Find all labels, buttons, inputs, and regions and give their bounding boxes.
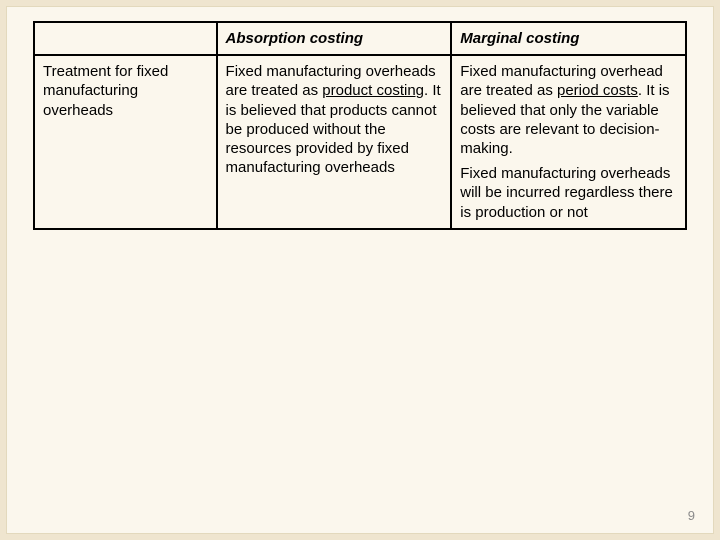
slide-container: Absorption costing Marginal costing Trea… — [6, 6, 714, 534]
page-number: 9 — [688, 508, 695, 523]
marginal-p1-underlined: period costs — [557, 82, 638, 99]
table-header-row: Absorption costing Marginal costing — [34, 22, 686, 55]
marginal-p1: Fixed manufacturing overhead are treated… — [460, 62, 677, 158]
comparison-table: Absorption costing Marginal costing Trea… — [33, 21, 687, 230]
table-row: Treatment for fixed manufacturing overhe… — [34, 55, 686, 229]
header-absorption: Absorption costing — [217, 22, 452, 55]
header-blank — [34, 22, 217, 55]
marginal-p2: Fixed manufacturing overheads will be in… — [460, 164, 677, 222]
content-area: Absorption costing Marginal costing Trea… — [7, 7, 713, 230]
header-marginal: Marginal costing — [451, 22, 686, 55]
cell-absorption: Fixed manufacturing overheads are treate… — [217, 55, 452, 229]
absorption-underlined: product costing — [322, 82, 424, 99]
row-label: Treatment for fixed manufacturing overhe… — [34, 55, 217, 229]
cell-marginal: Fixed manufacturing overhead are treated… — [451, 55, 686, 229]
